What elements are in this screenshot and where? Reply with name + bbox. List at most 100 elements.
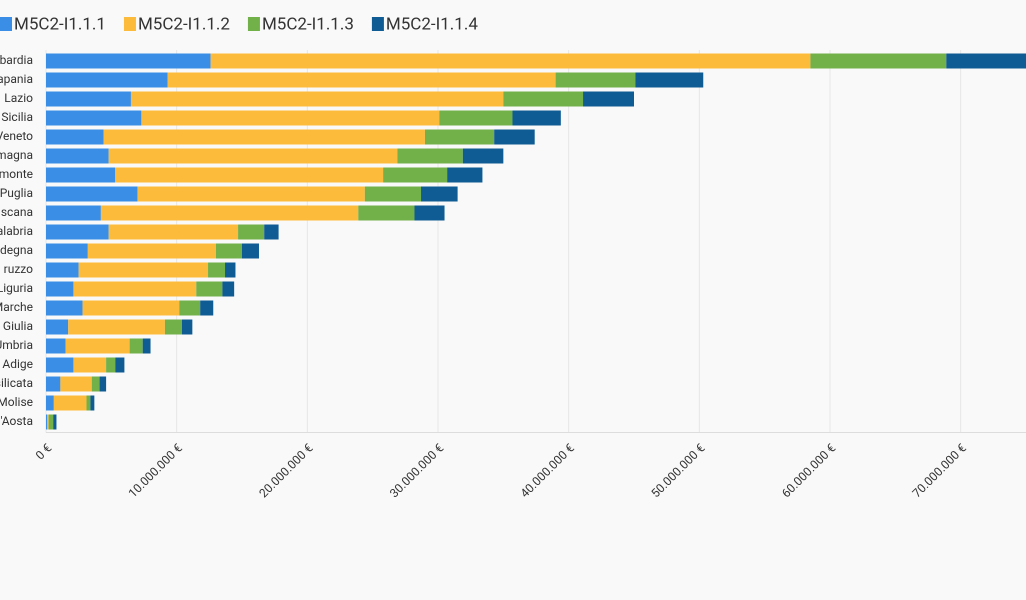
bar-segment: [421, 186, 458, 202]
bar-segment: [215, 243, 242, 259]
y-tick-label: Adige: [2, 357, 33, 371]
y-tick-label: Giulia: [3, 319, 33, 333]
legend-swatch: [247, 17, 260, 31]
y-tick-label: alabria: [0, 224, 33, 238]
bar-segment: [46, 186, 138, 202]
bar-segment: [103, 129, 425, 145]
y-tick-label: 'Aosta: [0, 414, 33, 428]
bar-segment: [68, 319, 165, 335]
bar-segment: [46, 338, 66, 354]
bar-segment: [108, 224, 239, 240]
bar-segment: [264, 224, 279, 240]
x-tick-label: 40.000.000 €: [518, 441, 578, 501]
bar-segment: [73, 357, 107, 373]
y-tick-label: monte: [0, 167, 33, 181]
y-tick-label: Liguria: [0, 281, 33, 295]
y-tick-label: Lazio: [4, 91, 33, 105]
bar-segment: [46, 395, 54, 411]
bar-segment: [208, 262, 226, 278]
bar-segment: [99, 376, 107, 392]
bar-segment: [179, 300, 201, 316]
bar-segment: [447, 167, 483, 183]
bar-segment: [512, 110, 561, 126]
y-tick-label: bardia: [0, 53, 33, 67]
bar-segment: [364, 186, 422, 202]
bar-segment: [181, 319, 193, 335]
y-tick-label: Molise: [0, 395, 33, 409]
x-tick-label: 60.000.000 €: [779, 441, 839, 501]
bar-segment: [129, 338, 143, 354]
bar-segment: [78, 262, 209, 278]
bar-segment: [65, 338, 130, 354]
bar-segment: [46, 205, 101, 221]
bar-segment: [414, 205, 445, 221]
bar-segment: [53, 395, 87, 411]
bar-segment: [46, 414, 48, 430]
bar-segment: [106, 357, 116, 373]
bar-segment: [46, 262, 79, 278]
bar-segment: [108, 148, 398, 164]
bar-segment: [82, 300, 180, 316]
bar-segment: [46, 167, 116, 183]
bar-segment: [73, 281, 197, 297]
bar-segment: [424, 129, 495, 145]
y-tick-label: Marche: [0, 300, 33, 314]
y-tick-label: degna: [0, 243, 33, 257]
y-tick-label: magna: [0, 148, 33, 162]
bar-segment: [60, 376, 92, 392]
bar-segment: [46, 357, 74, 373]
bar-segment: [462, 148, 504, 164]
legend-label: M5C2-I1.1.2: [138, 14, 230, 34]
bar-segment: [87, 243, 216, 259]
legend-swatch: [371, 17, 384, 31]
bar-segment: [46, 53, 211, 69]
bar-segment: [635, 72, 704, 88]
bar-segment: [46, 243, 88, 259]
bar-segment: [100, 205, 359, 221]
legend-label: M5C2-I1.1.3: [262, 14, 354, 34]
bar-segment: [46, 319, 69, 335]
bar-segment: [383, 167, 448, 183]
bar-segment: [358, 205, 415, 221]
bar-segment: [141, 110, 440, 126]
bar-segment: [115, 167, 384, 183]
x-tick-label: 30.000.000 €: [387, 441, 447, 501]
bar-segment: [115, 357, 125, 373]
bar-segment: [46, 110, 142, 126]
bar-segment: [90, 395, 95, 411]
y-tick-label: apania: [0, 72, 33, 86]
legend-swatch: [0, 17, 12, 31]
bar-segment: [47, 414, 49, 430]
y-tick-label: silicata: [0, 376, 33, 390]
bar-segment: [225, 262, 236, 278]
bar-segment: [439, 110, 513, 126]
y-tick-label: scana: [1, 205, 33, 219]
x-tick-label: 50.000.000 €: [648, 441, 708, 501]
y-tick-label: ruzzo: [4, 262, 33, 276]
bar-segment: [46, 91, 131, 107]
bar-segment: [137, 186, 365, 202]
bar-segment: [167, 72, 556, 88]
legend-swatch: [123, 17, 136, 31]
bar-segment: [130, 91, 504, 107]
bar-segment: [86, 395, 91, 411]
y-tick-label: Veneto: [0, 129, 33, 143]
bar-segment: [200, 300, 214, 316]
bar-segment: [46, 281, 74, 297]
y-tick-label: Sicilia: [1, 110, 33, 124]
bar-segment: [397, 148, 463, 164]
bar-segment: [91, 376, 100, 392]
bar-segment: [48, 414, 54, 430]
bar-segment: [238, 224, 265, 240]
bar-segment: [555, 72, 636, 88]
legend-label: M5C2-I1.1.1: [14, 14, 106, 34]
bar-segment: [46, 300, 83, 316]
bar-segment: [164, 319, 182, 335]
x-tick-label: 0 €: [33, 441, 55, 463]
x-tick-label: 70.000.000 €: [910, 441, 970, 501]
bar-segment: [46, 148, 109, 164]
bar-segment: [503, 91, 584, 107]
bar-segment: [46, 376, 61, 392]
bar-segment: [810, 53, 947, 69]
